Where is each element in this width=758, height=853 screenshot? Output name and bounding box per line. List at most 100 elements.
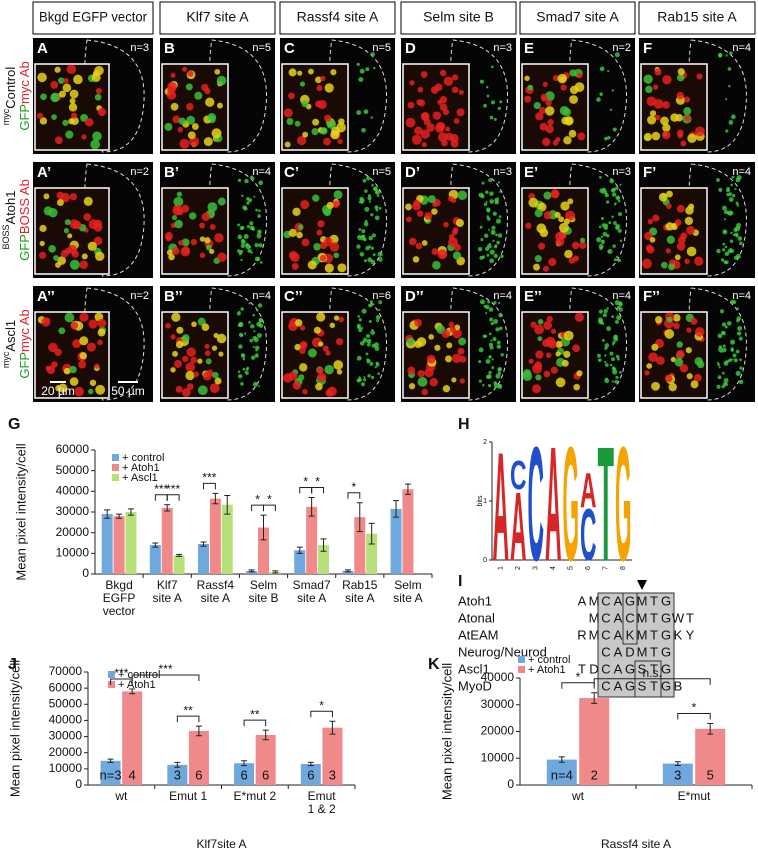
- signal-dot: [733, 227, 738, 233]
- cell: [84, 117, 94, 127]
- signal-dot: [611, 89, 615, 92]
- cell: [58, 327, 66, 335]
- cell: [320, 127, 328, 135]
- cell: [668, 263, 675, 271]
- signal-dot: [360, 382, 365, 387]
- signal-dot: [247, 248, 252, 253]
- signal-dot: [489, 191, 494, 196]
- cell: [407, 101, 415, 109]
- signal-dot: [733, 255, 738, 260]
- logo-position: 5: [568, 566, 575, 570]
- cell: [561, 116, 570, 125]
- n-label: n=3: [493, 42, 512, 54]
- signal-dot: [248, 245, 252, 249]
- cell: [539, 122, 548, 131]
- signal-dot: [356, 378, 361, 383]
- cell: [316, 312, 326, 322]
- signal-dot: [605, 200, 610, 204]
- signal-dot: [720, 258, 725, 262]
- cell: [646, 245, 655, 254]
- cell: [417, 86, 424, 93]
- signal-dot: [604, 192, 609, 198]
- signal-dot: [738, 379, 744, 385]
- signal-dot: [722, 205, 727, 211]
- cell: [439, 103, 448, 112]
- motif-letter: W: [672, 610, 685, 625]
- signal-dot: [237, 370, 241, 374]
- cell: [415, 242, 423, 250]
- signal-dot: [480, 238, 484, 242]
- signal-dot: [724, 260, 729, 265]
- y-tick-label: 0: [75, 777, 82, 791]
- motif-letter: C: [601, 644, 610, 659]
- significance-label: **: [250, 707, 260, 721]
- cell: [216, 102, 223, 109]
- x-tick-label: Selm: [394, 578, 421, 592]
- signal-dot: [721, 330, 725, 335]
- logo-letter: C: [580, 494, 597, 576]
- cell: [204, 237, 211, 244]
- bar: [300, 764, 321, 785]
- cell: [458, 337, 467, 346]
- cell: [441, 329, 451, 339]
- cell: [73, 220, 82, 230]
- motif-letter: T: [650, 678, 658, 693]
- signal-dot: [250, 324, 255, 329]
- signal-dot: [716, 384, 721, 389]
- row-label-sup: myc: [1, 108, 11, 125]
- cell: [190, 238, 198, 246]
- cell: [694, 357, 703, 366]
- error-bar: [107, 758, 114, 763]
- cell: [79, 352, 87, 360]
- cell: [645, 85, 653, 94]
- cell: [686, 327, 692, 333]
- signal-dot: [730, 299, 735, 305]
- signal-dot: [483, 202, 488, 207]
- signal-dot: [486, 215, 490, 219]
- cell: [62, 119, 69, 126]
- signal-dot: [238, 252, 242, 256]
- signal-dot: [604, 363, 609, 367]
- signal-dot: [489, 258, 495, 264]
- signal-dot: [249, 221, 254, 226]
- n-label: 3: [329, 767, 336, 782]
- cell: [439, 69, 447, 77]
- significance-label: *: [576, 670, 581, 684]
- cell: [63, 77, 69, 84]
- signal-dot: [241, 194, 244, 198]
- signal-dot: [492, 239, 495, 242]
- cell: [64, 312, 75, 323]
- signal-dot: [378, 308, 381, 311]
- cell: [299, 81, 306, 87]
- cell: [94, 363, 100, 369]
- signal-dot: [619, 183, 622, 186]
- significance-bracket: [176, 715, 200, 723]
- y-tick-label: 60000: [56, 442, 90, 456]
- cell: [533, 263, 540, 271]
- cell: [527, 84, 534, 91]
- logo-tick-label: 0: [483, 557, 487, 564]
- cell: [524, 75, 530, 82]
- error-bar: [591, 692, 598, 704]
- motif-letter: T: [650, 661, 658, 676]
- signal-dot: [716, 178, 720, 182]
- signal-dot: [616, 357, 620, 361]
- cell: [201, 323, 210, 332]
- panel-letter: D’’: [405, 288, 424, 305]
- signal-dot: [358, 318, 362, 322]
- signal-dot: [739, 366, 743, 370]
- cell: [432, 260, 441, 270]
- x-tick-label: site B: [248, 591, 278, 605]
- cell: [325, 350, 331, 356]
- signal-dot: [478, 360, 482, 364]
- error-bar: [320, 538, 327, 552]
- x-tick-label: site A: [153, 591, 182, 605]
- cell: [95, 87, 102, 95]
- error-bar: [127, 508, 134, 516]
- cell: [694, 256, 704, 266]
- signal-dot: [496, 344, 502, 349]
- logo-y-label: bits: [477, 495, 484, 506]
- error-bar: [200, 541, 207, 547]
- signal-dot: [488, 342, 493, 347]
